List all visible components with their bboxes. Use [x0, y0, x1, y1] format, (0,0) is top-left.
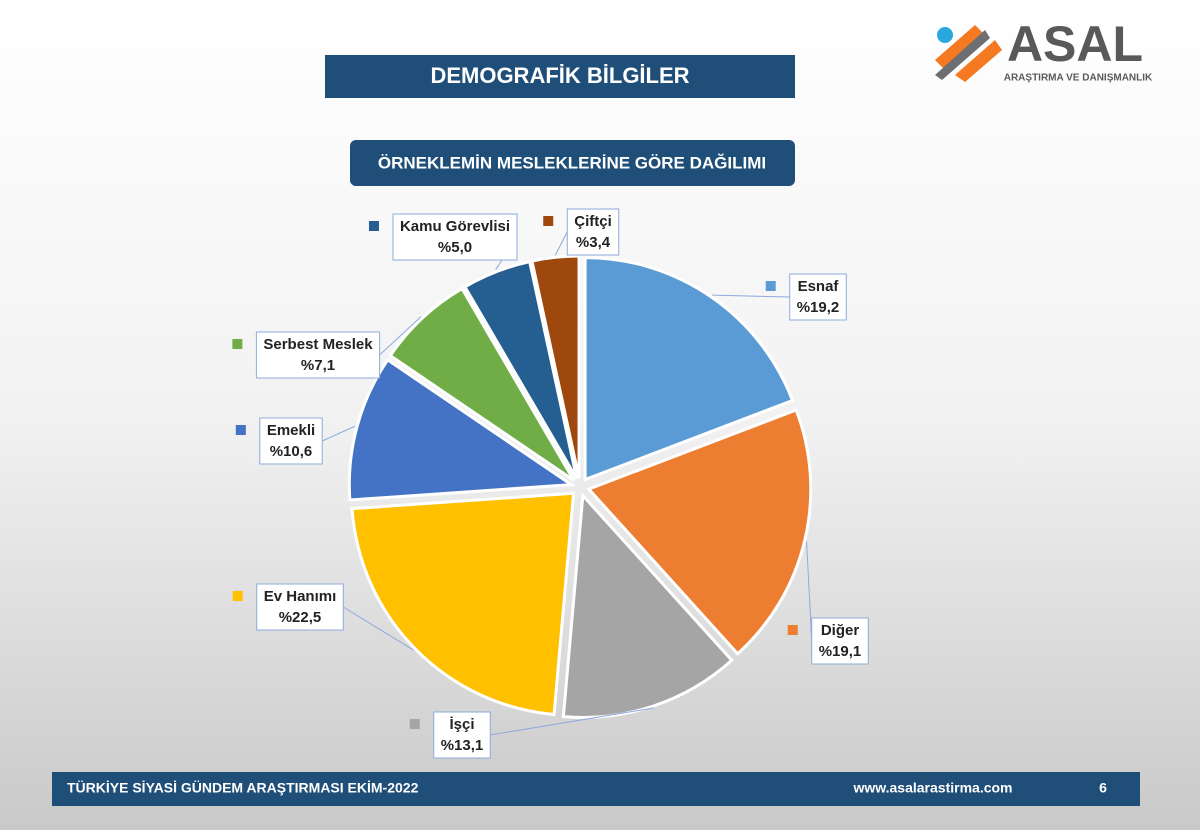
label-category: Serbest Meslek — [263, 336, 373, 353]
logo: ASAL ARAŞTIRMA VE DANIŞMANLIK — [935, 16, 1153, 84]
pie-slice — [561, 491, 734, 719]
pie-slice — [350, 491, 576, 717]
label-value: %5,0 — [438, 239, 472, 256]
legend-key — [368, 221, 379, 231]
data-label: Çiftçi %3,4 — [543, 208, 620, 256]
data-label: Kamu Görevlisi %5,0 — [368, 213, 518, 271]
pie-slice — [583, 256, 795, 482]
pie-slice — [530, 254, 581, 479]
label-box — [566, 208, 620, 256]
logo-dot — [937, 27, 953, 43]
label-value: %3,4 — [576, 234, 611, 251]
label-value: %22,5 — [279, 609, 322, 626]
leader-line — [321, 425, 356, 442]
data-label: Serbest Meslek %7,1 — [232, 316, 422, 379]
label-box — [392, 213, 518, 261]
footer-bar — [52, 772, 1140, 806]
label-value: %7,1 — [301, 357, 335, 374]
label-box — [255, 331, 381, 379]
pie-slice — [388, 286, 576, 482]
label-box — [789, 273, 847, 321]
page-title: DEMOGRAFİK BİLGİLER — [430, 63, 689, 88]
logo-stroke — [935, 25, 985, 70]
label-category: Kamu Görevlisi — [400, 218, 510, 235]
data-label: Esnaf %19,2 — [712, 273, 847, 321]
data-label: Diğer %19,1 — [787, 541, 869, 665]
leader-line — [554, 231, 568, 256]
data-label: Emekli %10,6 — [235, 417, 356, 465]
legend-key — [543, 216, 554, 226]
label-box — [433, 711, 491, 759]
label-category: İşçi — [449, 716, 474, 733]
label-value: %19,1 — [819, 643, 862, 660]
legend-key — [765, 281, 776, 291]
data-label: Ev Hanımı %22,5 — [232, 583, 414, 651]
label-category: Emekli — [267, 422, 315, 439]
label-category: Çiftçi — [574, 213, 612, 230]
leader-line — [379, 316, 422, 356]
label-box — [256, 583, 344, 631]
label-category: Esnaf — [798, 278, 840, 295]
pie-slice — [586, 408, 813, 656]
label-category: Ev Hanımı — [264, 588, 337, 605]
legend-key — [787, 625, 798, 635]
label-value: %13,1 — [441, 737, 484, 754]
footer-url: www.asalarastirma.com — [852, 780, 1012, 796]
legend-key — [409, 719, 420, 729]
data-label: İşçi %13,1 — [409, 707, 655, 759]
page-number: 6 — [1099, 780, 1107, 796]
leader-line — [712, 294, 790, 298]
pie-slice — [347, 357, 576, 502]
label-box — [811, 617, 869, 665]
subtitle-box — [350, 140, 795, 186]
logo-name: ASAL — [1007, 16, 1143, 72]
logo-stroke — [935, 30, 990, 80]
legend-key — [232, 339, 243, 349]
labels: Esnaf %19,2 Diğer %19,1 İşçi %13,1 Ev Hanımı %2… — [232, 208, 869, 759]
title-box — [325, 55, 795, 98]
logo-stroke — [955, 40, 1002, 82]
label-value: %10,6 — [270, 443, 313, 460]
chart-title: ÖRNEKLEMİN MESLEKLERİNE GÖRE DAĞILIMI — [378, 153, 766, 172]
footer-text: TÜRKİYE SİYASİ GÜNDEM ARAŞTIRMASI EKİM-2… — [67, 780, 419, 796]
label-category: Diğer — [821, 622, 860, 639]
legend-key — [232, 591, 243, 601]
leader-line — [490, 707, 655, 736]
label-box — [259, 417, 323, 465]
pie-slice — [462, 259, 579, 480]
logo-tagline: ARAŞTIRMA VE DANIŞMANLIK — [1004, 73, 1153, 84]
pie — [347, 254, 813, 719]
legend-key — [235, 425, 246, 435]
label-value: %19,2 — [797, 299, 840, 316]
leader-line — [343, 606, 414, 651]
leader-line — [806, 541, 813, 642]
